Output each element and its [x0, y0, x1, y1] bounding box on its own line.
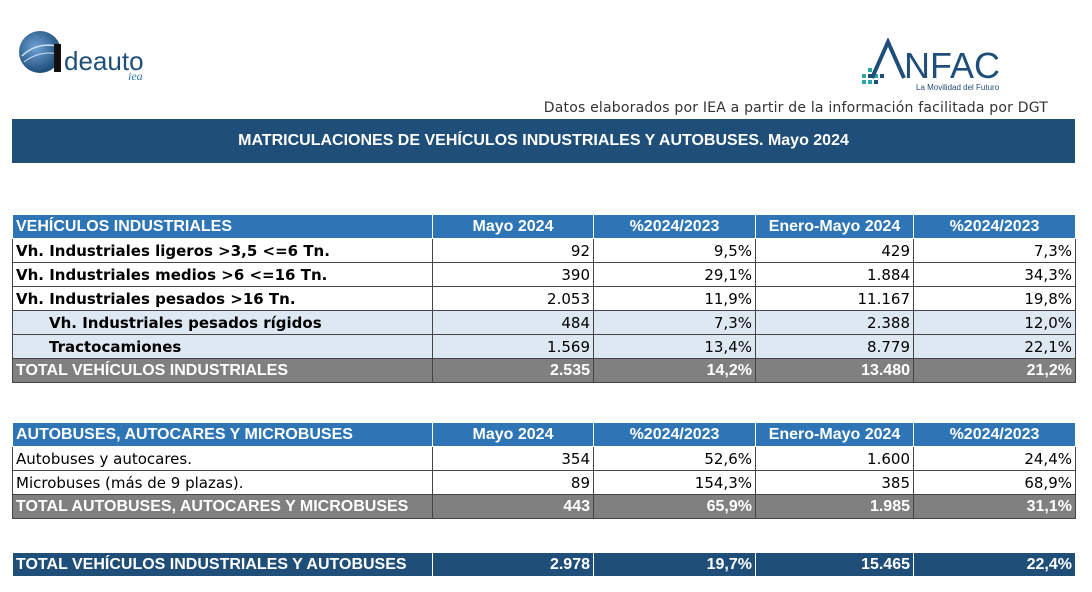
total-row: TOTAL VEHÍCULOS INDUSTRIALES 2.535 14,2%…	[12, 358, 1076, 383]
total-value: 2.535	[432, 358, 594, 383]
grand-total-value: 22,4%	[913, 552, 1076, 577]
grand-total-value: 2.978	[432, 552, 594, 577]
total-label: TOTAL AUTOBUSES, AUTOCARES Y MICROBUSES	[12, 494, 433, 519]
total-value: 21,2%	[913, 358, 1076, 383]
total-row: TOTAL AUTOBUSES, AUTOCARES Y MICROBUSES …	[12, 494, 1076, 519]
row-label: Vh. Industriales pesados >16 Tn.	[12, 286, 433, 311]
value-cell: 22,1%	[913, 334, 1076, 359]
grand-total-table: TOTAL VEHÍCULOS INDUSTRIALES Y AUTOBUSES…	[12, 552, 1076, 577]
value-cell: 68,9%	[913, 470, 1076, 495]
table-header-row: AUTOBUSES, AUTOCARES Y MICROBUSES Mayo 2…	[12, 422, 1076, 447]
value-cell: 154,3%	[593, 470, 756, 495]
value-cell: 2.388	[755, 310, 914, 335]
value-cell: 19,8%	[913, 286, 1076, 311]
header-cell: %2024/2023	[593, 422, 756, 447]
table-row: Vh. Industriales pesados rígidos 484 7,3…	[12, 310, 1076, 335]
industrial-vehicles-table: VEHÍCULOS INDUSTRIALES Mayo 2024 %2024/2…	[12, 214, 1076, 383]
value-cell: 24,4%	[913, 446, 1076, 471]
total-value: 31,1%	[913, 494, 1076, 519]
value-cell: 1.569	[432, 334, 594, 359]
value-cell: 7,3%	[593, 310, 756, 335]
header-cell: AUTOBUSES, AUTOCARES Y MICROBUSES	[12, 422, 433, 447]
value-cell: 429	[755, 238, 914, 263]
header-cell: %2024/2023	[913, 422, 1076, 447]
value-cell: 390	[432, 262, 594, 287]
value-cell: 11.167	[755, 286, 914, 311]
value-cell: 11,9%	[593, 286, 756, 311]
svg-text:La Movilidad del Futuro: La Movilidad del Futuro	[916, 83, 1000, 92]
grand-total-value: 19,7%	[593, 552, 756, 577]
total-value: 13.480	[755, 358, 914, 383]
table-row: Autobuses y autocares. 354 52,6% 1.600 2…	[12, 446, 1076, 471]
anfac-logo: NFAC La Movilidad del Futuro	[858, 37, 1028, 94]
table-row: Tractocamiones 1.569 13,4% 8.779 22,1%	[12, 334, 1076, 359]
value-cell: 385	[755, 470, 914, 495]
total-value: 65,9%	[593, 494, 756, 519]
value-cell: 34,3%	[913, 262, 1076, 287]
value-cell: 12,0%	[913, 310, 1076, 335]
total-value: 443	[432, 494, 594, 519]
svg-text:iea: iea	[128, 69, 143, 82]
value-cell: 1.600	[755, 446, 914, 471]
row-label: Autobuses y autocares.	[12, 446, 433, 471]
total-value: 1.985	[755, 494, 914, 519]
header-cell: Enero-Mayo 2024	[755, 214, 914, 239]
grand-total-value: 15.465	[755, 552, 914, 577]
value-cell: 52,6%	[593, 446, 756, 471]
total-value: 14,2%	[593, 358, 756, 383]
row-label: Microbuses (más de 9 plazas).	[12, 470, 433, 495]
row-label: Vh. Industriales medios >6 <=16 Tn.	[12, 262, 433, 287]
value-cell: 89	[432, 470, 594, 495]
value-cell: 1.884	[755, 262, 914, 287]
table-row: Vh. Industriales pesados >16 Tn. 2.053 1…	[12, 286, 1076, 311]
table-row: Vh. Industriales ligeros >3,5 <=6 Tn. 92…	[12, 238, 1076, 263]
header-cell: Enero-Mayo 2024	[755, 422, 914, 447]
value-cell: 9,5%	[593, 238, 756, 263]
value-cell: 484	[432, 310, 594, 335]
value-cell: 8.779	[755, 334, 914, 359]
value-cell: 7,3%	[913, 238, 1076, 263]
row-label: Tractocamiones	[12, 334, 433, 359]
table-row: Microbuses (más de 9 plazas). 89 154,3% …	[12, 470, 1076, 495]
svg-text:NFAC: NFAC	[904, 45, 1000, 86]
table-header-row: VEHÍCULOS INDUSTRIALES Mayo 2024 %2024/2…	[12, 214, 1076, 239]
table-row: Vh. Industriales medios >6 <=16 Tn. 390 …	[12, 262, 1076, 287]
header-cell: %2024/2023	[913, 214, 1076, 239]
row-label: Vh. Industriales ligeros >3,5 <=6 Tn.	[12, 238, 433, 263]
svg-text:deauto: deauto	[64, 46, 144, 76]
source-note: Datos elaborados por IEA a partir de la …	[543, 100, 1048, 116]
value-cell: 2.053	[432, 286, 594, 311]
value-cell: 29,1%	[593, 262, 756, 287]
ideauto-logo: deauto iea	[18, 30, 188, 83]
header-cell: VEHÍCULOS INDUSTRIALES	[12, 214, 433, 239]
total-label: TOTAL VEHÍCULOS INDUSTRIALES	[12, 358, 433, 383]
page-title: MATRICULACIONES DE VEHÍCULOS INDUSTRIALE…	[12, 119, 1075, 163]
buses-table: AUTOBUSES, AUTOCARES Y MICROBUSES Mayo 2…	[12, 422, 1076, 519]
value-cell: 92	[432, 238, 594, 263]
grand-total-label: TOTAL VEHÍCULOS INDUSTRIALES Y AUTOBUSES	[12, 552, 433, 577]
value-cell: 13,4%	[593, 334, 756, 359]
header-cell: %2024/2023	[593, 214, 756, 239]
header-cell: Mayo 2024	[432, 422, 594, 447]
header-cell: Mayo 2024	[432, 214, 594, 239]
value-cell: 354	[432, 446, 594, 471]
row-label: Vh. Industriales pesados rígidos	[12, 310, 433, 335]
grand-total-row: TOTAL VEHÍCULOS INDUSTRIALES Y AUTOBUSES…	[12, 552, 1076, 577]
